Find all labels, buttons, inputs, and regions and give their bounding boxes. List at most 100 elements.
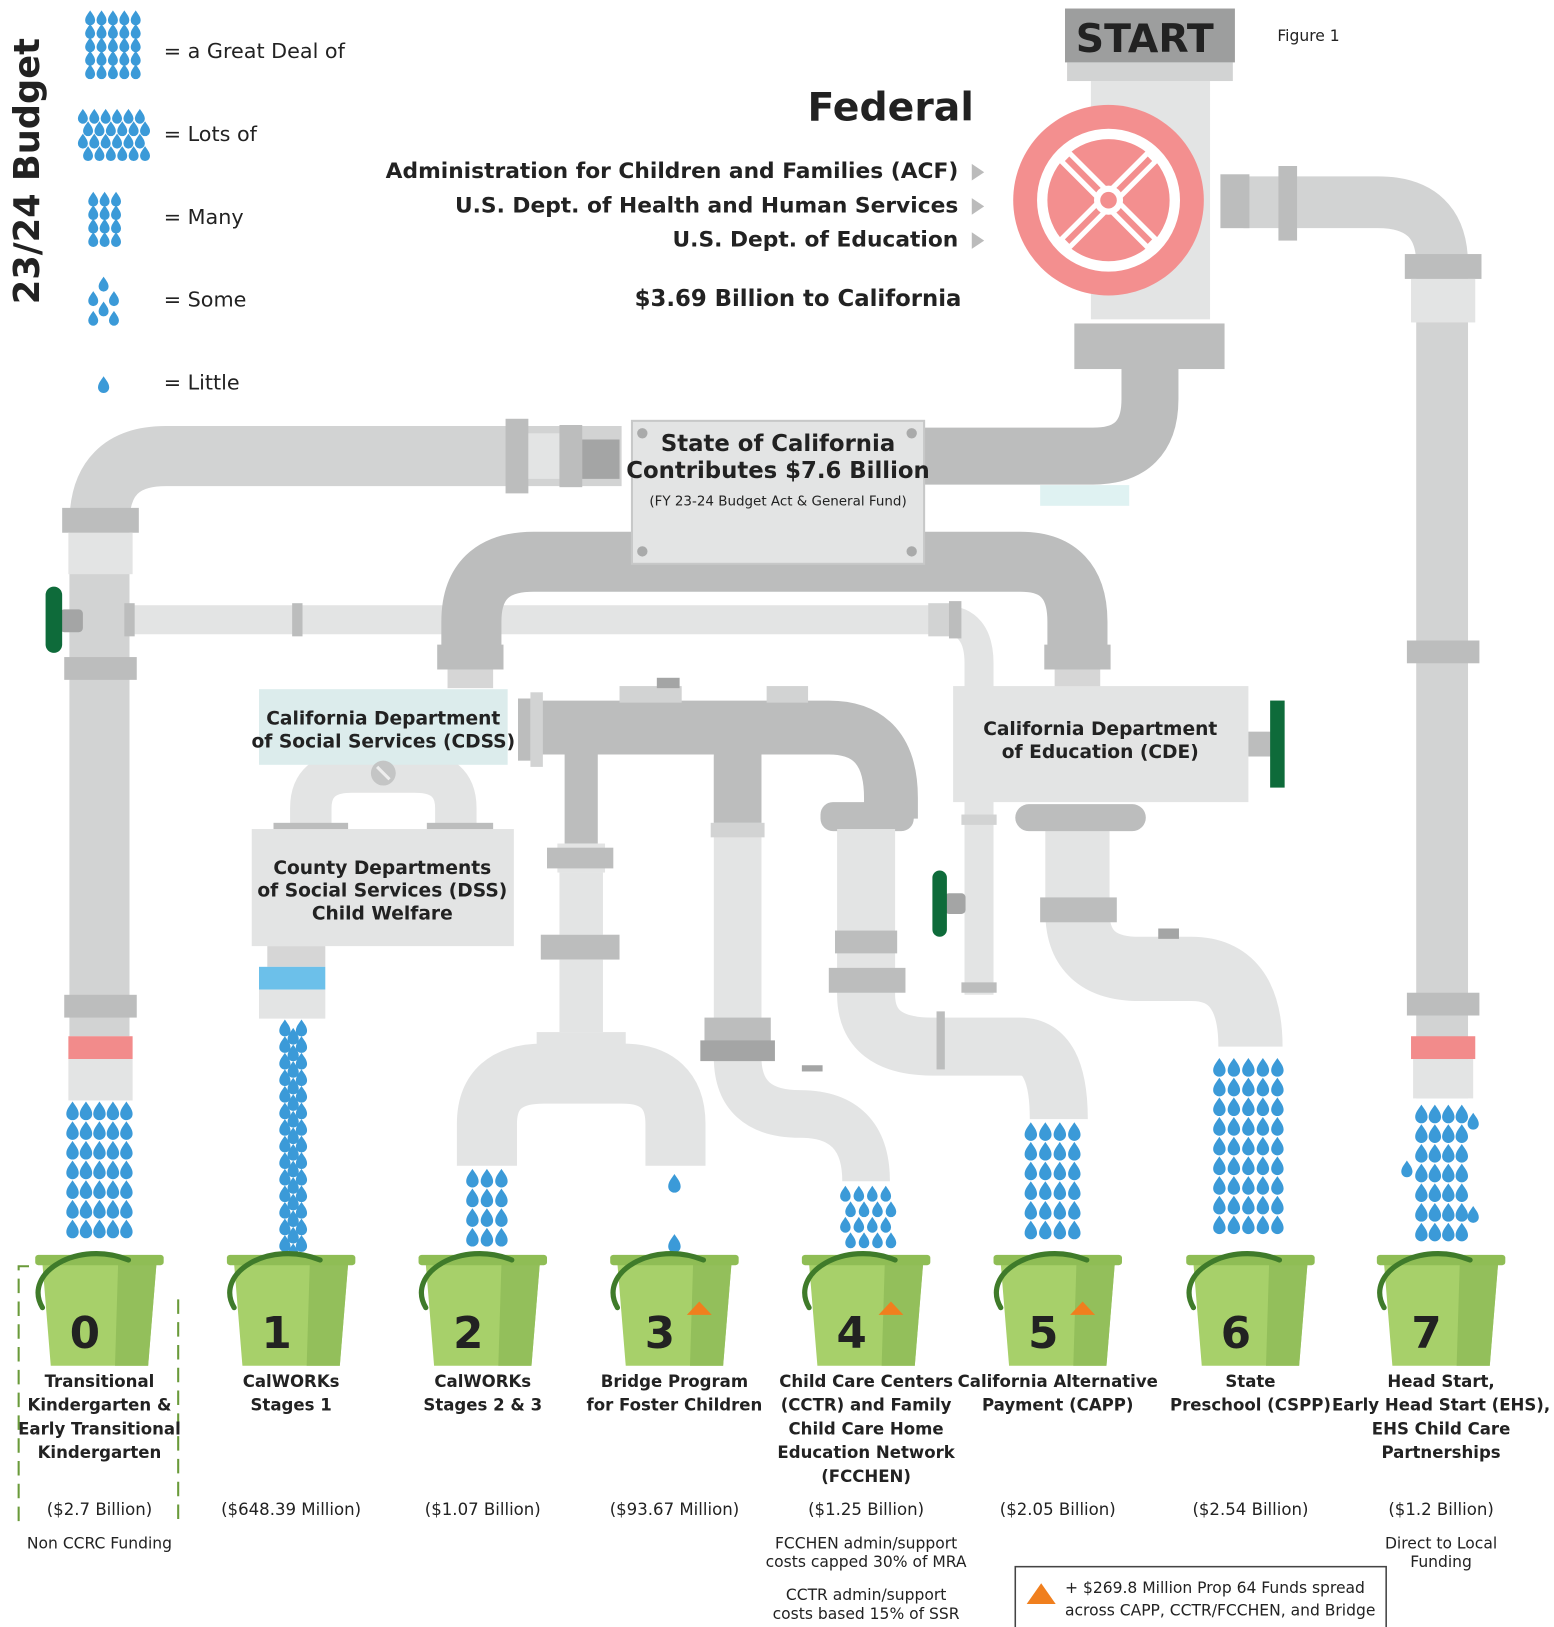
water-drop: [100, 205, 110, 220]
pipe-flange: [711, 823, 765, 838]
agency: U.S. Dept. of Health and Human Services: [455, 193, 958, 218]
bucket-name: Kindergarten &: [27, 1396, 171, 1415]
water-drop: [93, 1180, 105, 1199]
pipe-flange: [700, 1040, 775, 1061]
water-drop: [66, 1141, 78, 1160]
water-drop: [1242, 1176, 1254, 1195]
water-drop: [120, 1121, 132, 1140]
labels: Figure 123/24 Budget= a Great Deal of= L…: [7, 16, 1550, 1623]
water-drop: [495, 1228, 507, 1247]
water-drop: [1429, 1183, 1441, 1202]
water-drop: [1068, 1221, 1080, 1240]
legend-label: = Many: [164, 205, 244, 229]
water-drop: [1213, 1137, 1225, 1156]
water-drop: [101, 134, 111, 149]
valve-hub: [1100, 192, 1117, 209]
pipe-end: [259, 990, 325, 1019]
water-drop: [120, 1141, 132, 1160]
water-drop: [867, 1186, 878, 1202]
dss-label: of Social Services (DSS): [257, 881, 507, 902]
federal-amount: $3.69 Billion to California: [635, 286, 962, 312]
bucket-number: 1: [261, 1309, 291, 1359]
bucket-name: Early Head Start (EHS),: [1332, 1396, 1550, 1415]
water-drop: [1415, 1105, 1427, 1124]
bucket-name: Child Care Home: [789, 1419, 944, 1438]
pipe-flange: [1040, 897, 1117, 922]
bucket-amount: ($2.7 Billion): [47, 1500, 152, 1519]
water-drop: [1068, 1162, 1080, 1181]
water-drop: [1415, 1183, 1427, 1202]
water-drop: [1415, 1164, 1427, 1183]
bucket-shade: [1073, 1264, 1114, 1366]
pipe-flange: [1044, 645, 1110, 670]
water-drop: [66, 1102, 78, 1121]
bucket-amount: ($2.54 Billion): [1192, 1500, 1308, 1519]
pipe-flange: [437, 645, 503, 670]
water-drop: [1025, 1201, 1037, 1220]
water-drop: [1401, 1160, 1412, 1177]
pipe-flange: [547, 848, 613, 869]
water-drop: [108, 37, 118, 52]
water-drop: [1213, 1078, 1225, 1097]
water-drop: [1257, 1137, 1269, 1156]
water-drop: [88, 205, 98, 220]
pipe: [565, 754, 598, 843]
bucket-name: Head Start,: [1387, 1372, 1494, 1391]
water-drop: [129, 121, 139, 136]
pipe-flange: [559, 425, 582, 487]
water-drop: [1213, 1097, 1225, 1116]
figure-label: Figure 1: [1277, 27, 1339, 45]
water-drop: [93, 1141, 105, 1160]
state-label: Contributes $7.6 Billion: [626, 458, 930, 484]
water-drop: [1054, 1142, 1066, 1161]
water-drop: [80, 1141, 92, 1160]
federal-title: Federal: [808, 85, 974, 131]
water-drop: [108, 24, 118, 39]
water-drop: [1429, 1144, 1441, 1163]
water-drop: [1025, 1162, 1037, 1181]
pipe-flange: [1405, 254, 1482, 279]
agency-arrow: [972, 198, 984, 215]
water-drop: [106, 146, 116, 161]
pipe: [487, 1074, 676, 1166]
bucket-name: Preschool (CSPP): [1170, 1396, 1331, 1415]
water-drop: [100, 232, 110, 247]
water-drop: [140, 121, 150, 136]
pipe-flange: [1407, 993, 1480, 1016]
water-drop: [867, 1217, 878, 1233]
water-drop: [880, 1186, 891, 1202]
water-drop: [1271, 1097, 1283, 1116]
water-drop: [1257, 1078, 1269, 1097]
water-drop: [886, 1201, 897, 1217]
water-drop: [1213, 1176, 1225, 1195]
agency-arrow: [972, 164, 984, 181]
bucket-amount: ($2.05 Billion): [1000, 1500, 1116, 1519]
valve-handle: [46, 587, 63, 653]
water-drop: [107, 1121, 119, 1140]
water-drop: [140, 146, 150, 161]
water-drop: [120, 1200, 132, 1219]
water-drop: [1242, 1196, 1254, 1215]
bucket-amount: ($648.39 Million): [221, 1500, 361, 1519]
pipe-band: [68, 1036, 132, 1059]
water-drop: [1271, 1117, 1283, 1136]
pipe-cap: [620, 686, 682, 703]
water-drop: [94, 121, 104, 136]
water-drop: [99, 302, 109, 317]
water-drop: [107, 1200, 119, 1219]
pipe-flange: [928, 603, 951, 636]
side-title: 23/24 Budget: [7, 38, 48, 304]
water-drop: [1271, 1196, 1283, 1215]
water-drop: [93, 1161, 105, 1180]
bucket-note: FCCHEN admin/support: [775, 1534, 957, 1552]
legend-label: = Some: [164, 288, 247, 312]
bucket-name: Education Network: [777, 1443, 955, 1462]
pipe-end: [68, 1059, 132, 1100]
water-drop: [107, 1102, 119, 1121]
pipe-hatch: [267, 946, 325, 967]
water-drop: [859, 1232, 870, 1248]
bucket-note: costs capped 30% of MRA: [766, 1553, 967, 1571]
footnote: across CAPP, CCTR/FCCHEN, and Bridge: [1065, 1602, 1375, 1620]
water-drop: [1442, 1164, 1454, 1183]
water-drop: [1228, 1097, 1240, 1116]
